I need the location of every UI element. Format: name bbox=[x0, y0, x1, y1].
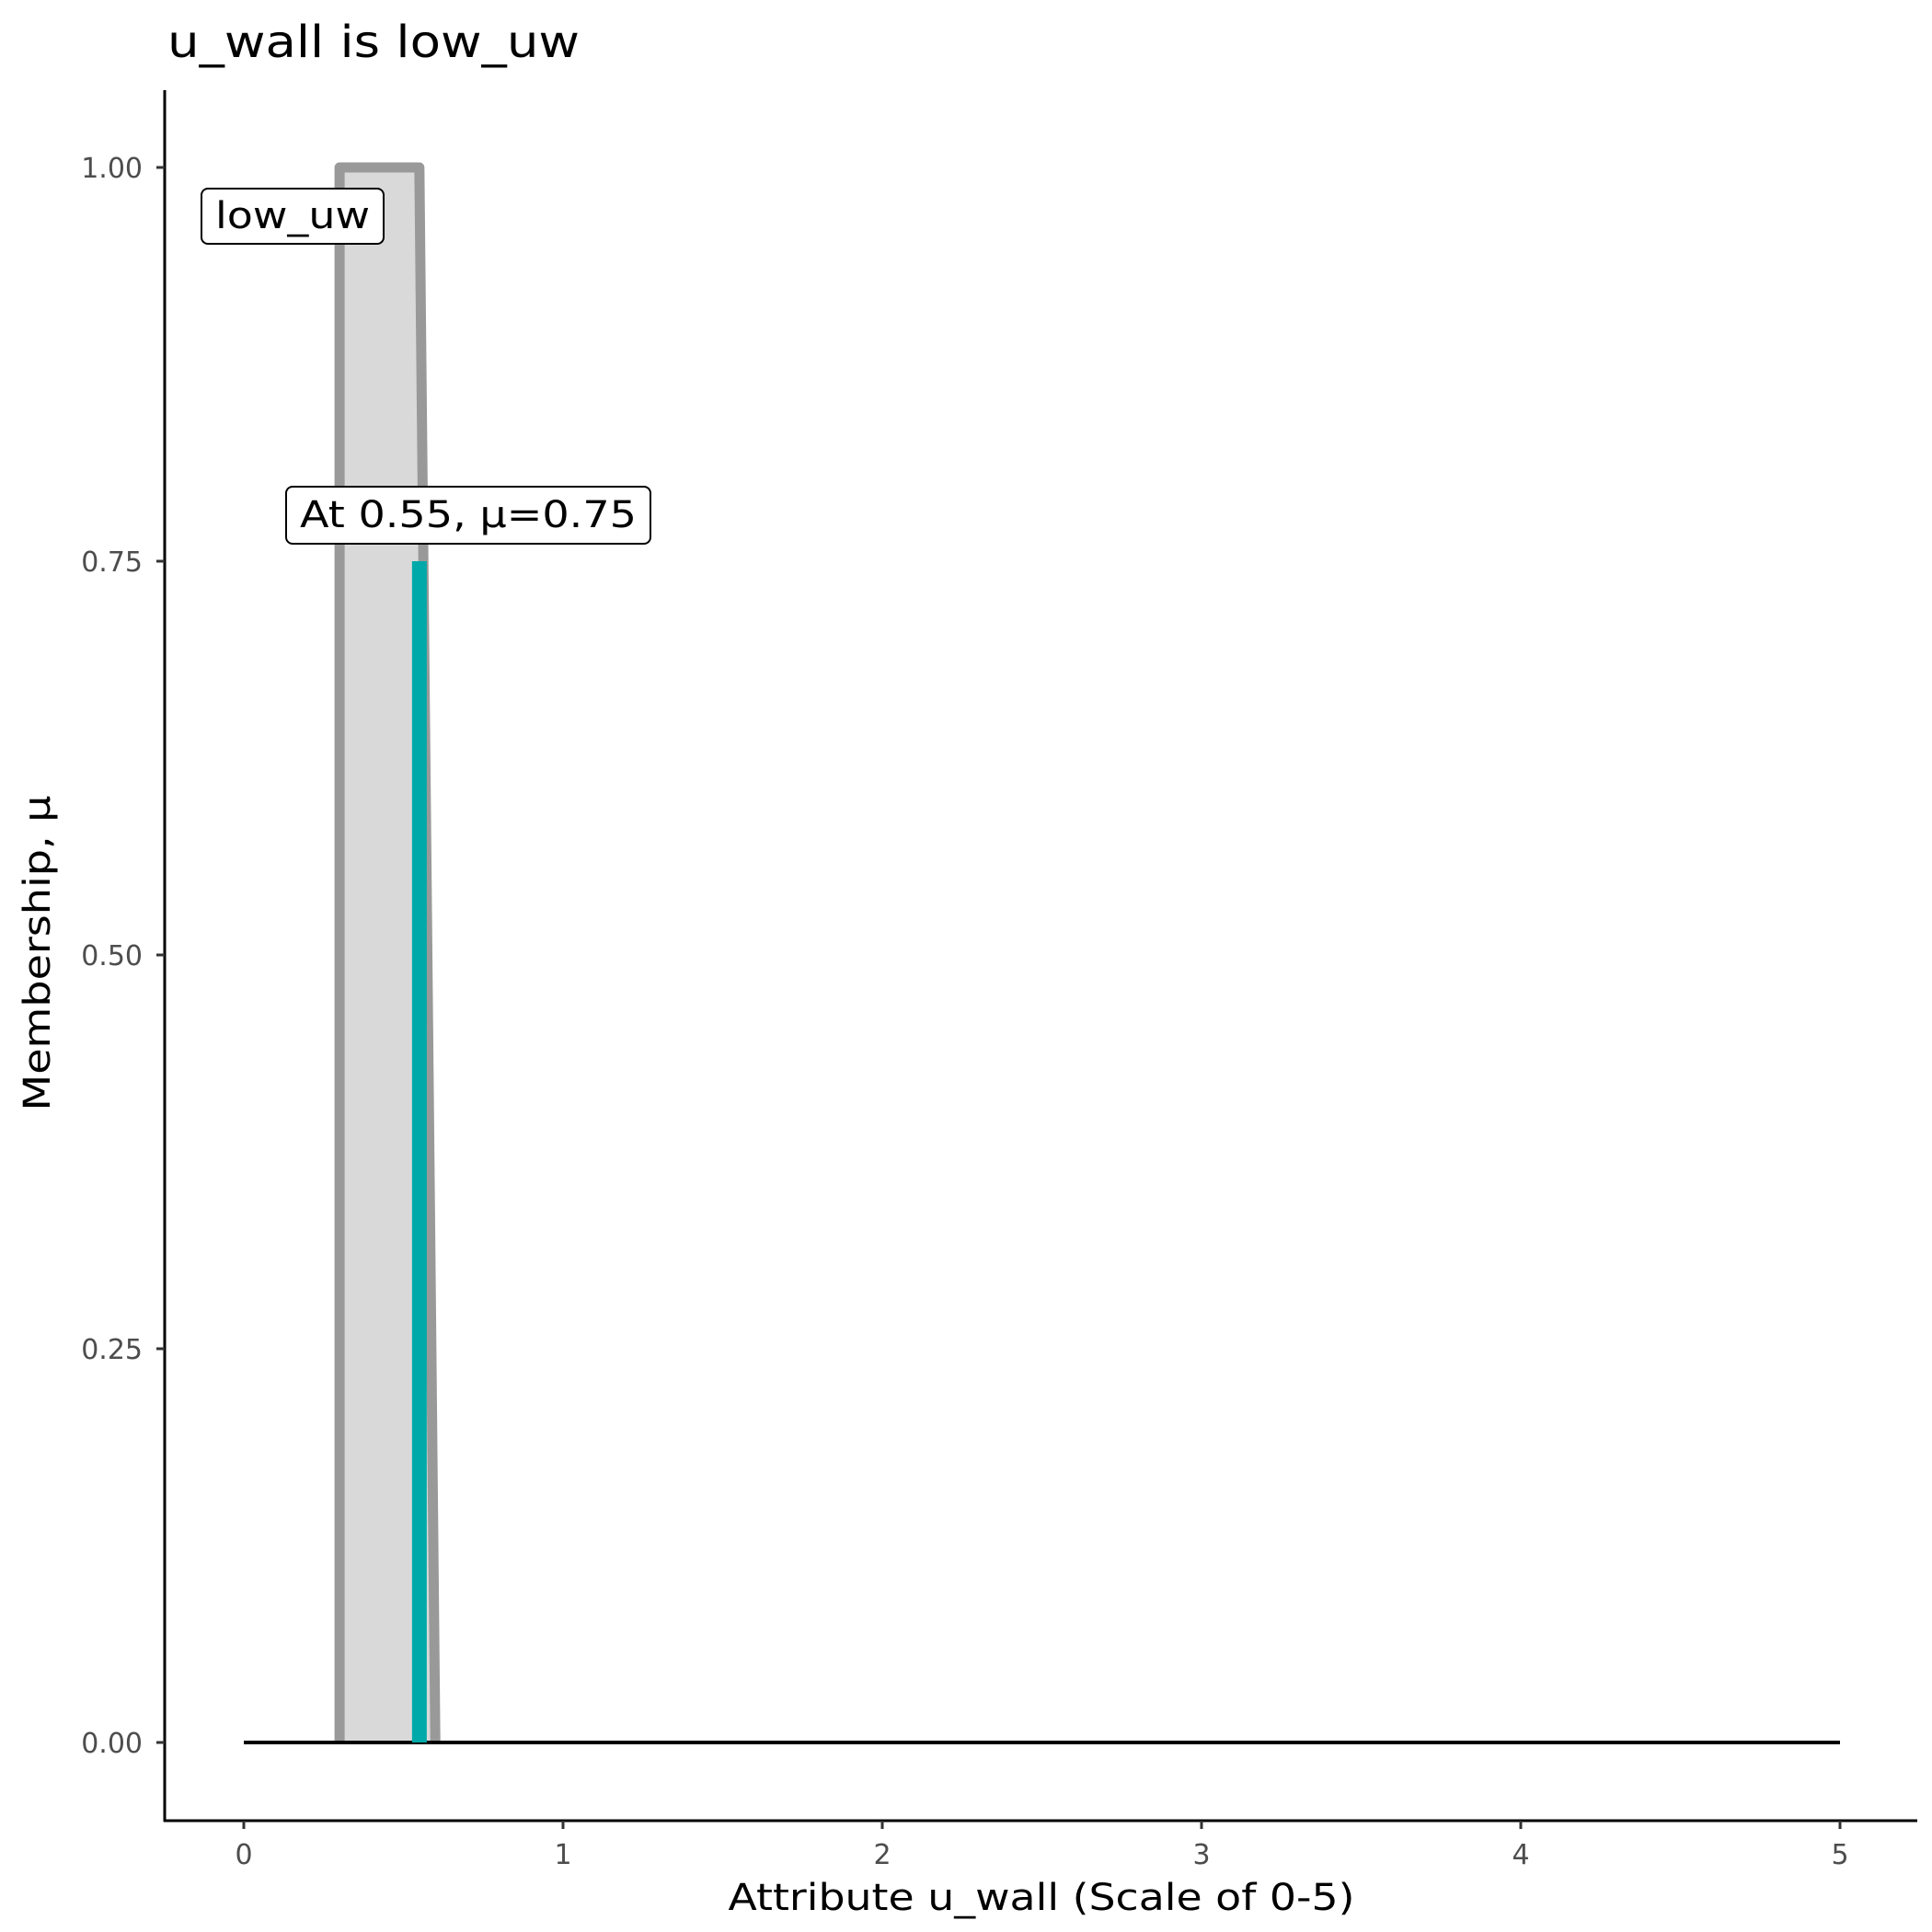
x-tick-label: 1 bbox=[554, 1839, 571, 1871]
y-tick-label: 1.00 bbox=[81, 153, 143, 185]
x-tick-label: 4 bbox=[1512, 1839, 1529, 1871]
membership-outline bbox=[334, 162, 441, 1743]
x-axis-label: Attribute u_wall (Scale of 0-5) bbox=[729, 1877, 1355, 1919]
x-tick-label: 0 bbox=[235, 1839, 252, 1871]
series-label-box: low_uw bbox=[201, 188, 385, 245]
membership-area bbox=[339, 167, 436, 1742]
chart-title: u_wall is low_uw bbox=[167, 17, 580, 68]
y-tick-label: 0.25 bbox=[81, 1334, 143, 1366]
x-tick-label: 2 bbox=[873, 1839, 891, 1871]
value-annotation-box: At 0.55, μ=0.75 bbox=[285, 486, 651, 545]
y-tick-label: 0.75 bbox=[81, 546, 143, 579]
x-tick-label: 5 bbox=[1831, 1839, 1848, 1871]
value-annotation: At 0.55, μ=0.75 bbox=[300, 494, 637, 536]
series-label: low_uw bbox=[215, 195, 370, 237]
x-tick-label: 3 bbox=[1192, 1839, 1210, 1871]
y-axis-label: Membership, μ bbox=[17, 796, 59, 1111]
y-tick-label: 0.00 bbox=[81, 1728, 143, 1760]
y-tick-label: 0.50 bbox=[81, 940, 143, 972]
